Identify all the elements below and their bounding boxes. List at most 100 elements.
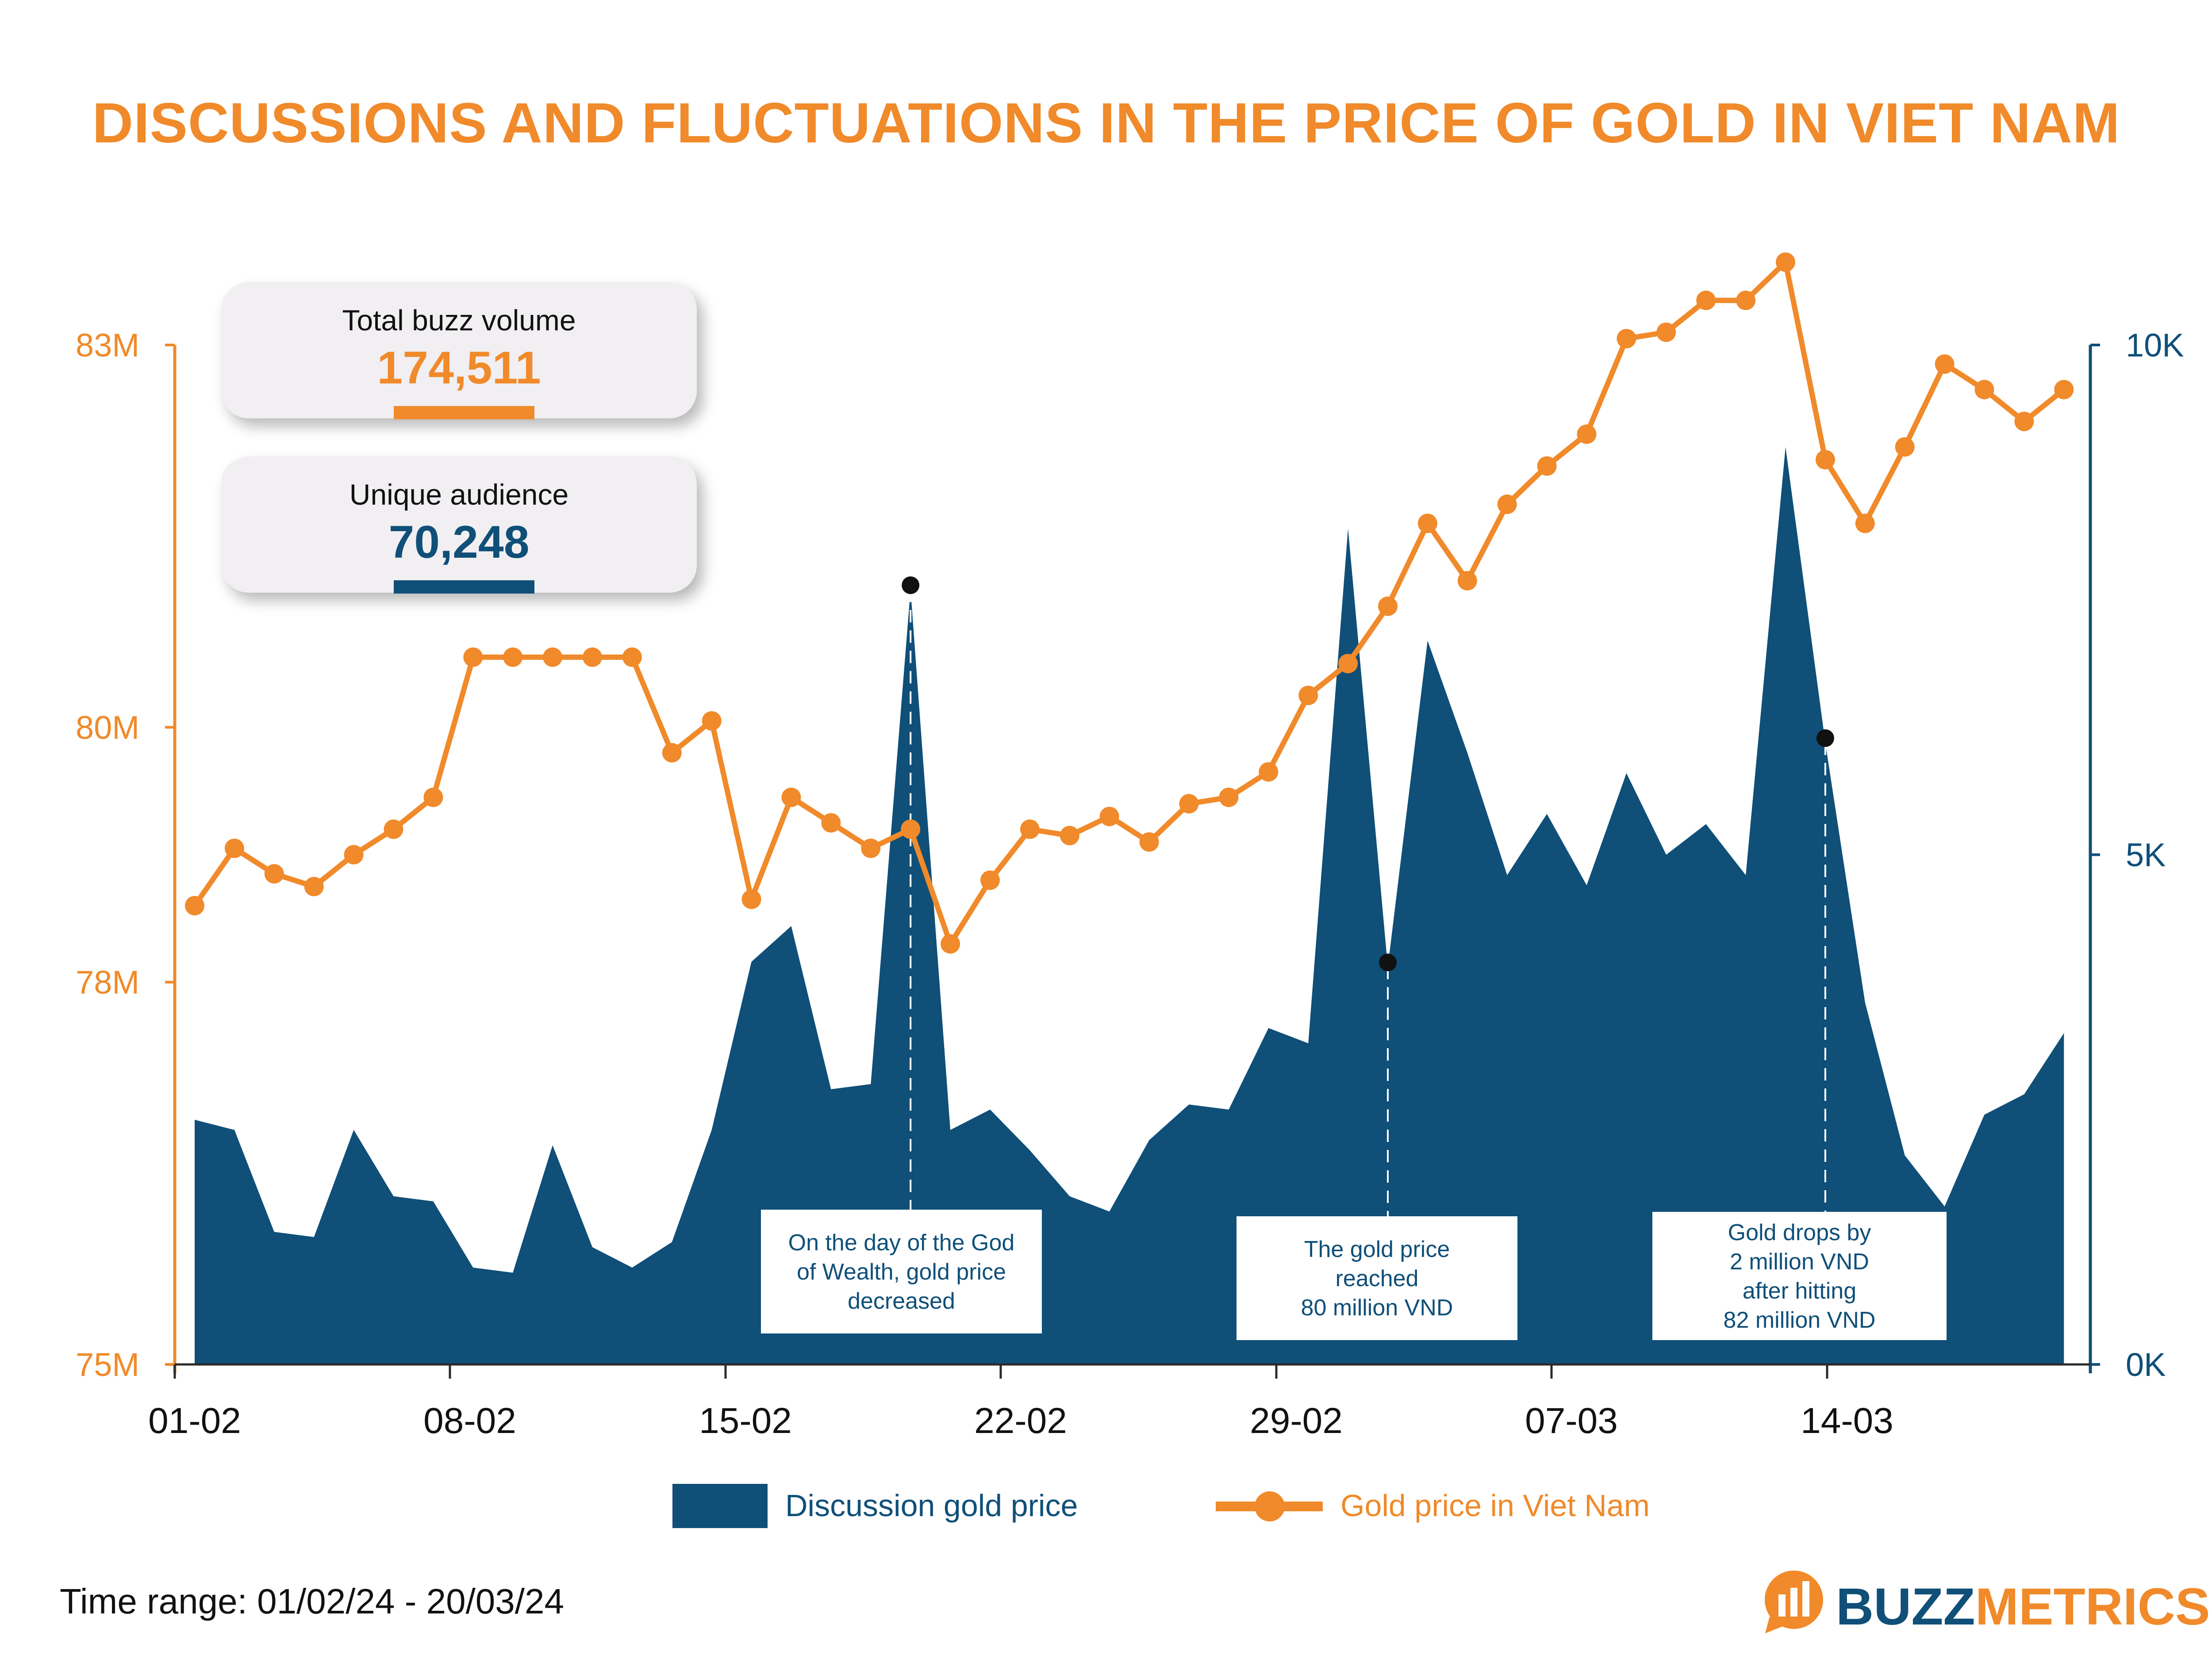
gold-price-point bbox=[1617, 329, 1636, 349]
gold-price-point bbox=[1219, 787, 1239, 807]
gold-price-point bbox=[1935, 354, 1955, 374]
left-axis-tick-label: 80M bbox=[76, 709, 139, 746]
gold-price-point bbox=[1696, 291, 1716, 310]
x-axis-tick-label: 08-02 bbox=[423, 1401, 516, 1441]
gold-price-point bbox=[1020, 819, 1040, 839]
gold-price-point bbox=[2014, 411, 2034, 431]
legend-swatch-area bbox=[672, 1484, 768, 1528]
gold-price-point bbox=[662, 743, 682, 762]
annotation-marker bbox=[1379, 954, 1397, 972]
gold-price-point bbox=[980, 870, 1000, 890]
legend-label-discussion: Discussion gold price bbox=[785, 1488, 1078, 1523]
annotation-text: On the day of the God bbox=[788, 1230, 1015, 1256]
chart-title: DISCUSSIONS AND FLUCTUATIONS IN THE PRIC… bbox=[92, 92, 2120, 155]
gold-price-point bbox=[1179, 794, 1199, 814]
annotation-text: after hitting bbox=[1743, 1278, 1856, 1304]
gold-price-point bbox=[185, 896, 204, 916]
x-axis-tick-label: 15-02 bbox=[699, 1401, 792, 1441]
gold-price-point bbox=[1259, 762, 1279, 782]
annotation-text: of Wealth, gold price bbox=[797, 1259, 1006, 1285]
annotation-text: Gold drops by bbox=[1728, 1220, 1871, 1245]
gold-price-point bbox=[702, 711, 722, 731]
unique-audience-card: Unique audience 70,248 bbox=[221, 456, 697, 594]
legend-item-price: Gold price in Viet Nam bbox=[1212, 1482, 1787, 1530]
left-axis-tick-label: 78M bbox=[76, 964, 139, 1001]
annotation-marker bbox=[1816, 729, 1834, 747]
x-axis-tick-label: 22-02 bbox=[974, 1401, 1067, 1441]
total-buzz-card: Total buzz volume 174,511 bbox=[221, 282, 697, 419]
gold-price-point bbox=[622, 647, 642, 667]
gold-price-point bbox=[821, 813, 841, 833]
total-buzz-underline bbox=[394, 406, 534, 419]
gold-price-point bbox=[304, 877, 324, 897]
x-axis-tick-label: 01-02 bbox=[148, 1401, 241, 1441]
gold-price-point bbox=[1815, 450, 1835, 470]
legend-item-discussion: Discussion gold price bbox=[672, 1482, 1203, 1530]
discussion-area-series bbox=[195, 447, 2064, 1364]
gold-price-point bbox=[2054, 379, 2074, 399]
gold-price-point bbox=[1577, 424, 1597, 444]
legend-label-price: Gold price in Viet Nam bbox=[1340, 1488, 1650, 1523]
right-axis-tick-label: 5K bbox=[2126, 837, 2166, 874]
gold-price-point bbox=[384, 819, 403, 839]
gold-price-point bbox=[224, 839, 244, 858]
gold-price-point bbox=[1497, 494, 1517, 514]
gold-price-point bbox=[1895, 437, 1915, 457]
gold-price-point bbox=[941, 934, 960, 954]
annotation-text: reached bbox=[1336, 1266, 1419, 1291]
gold-price-point bbox=[1736, 291, 1756, 310]
total-buzz-label: Total buzz volume bbox=[342, 304, 576, 337]
annotation-box bbox=[1652, 1212, 1947, 1340]
annotation-text: 2 million VND bbox=[1730, 1249, 1869, 1275]
annotation-box bbox=[761, 1210, 1042, 1333]
x-axis-tick-label: 29-02 bbox=[1250, 1401, 1343, 1441]
x-axis-tick-label: 07-03 bbox=[1525, 1401, 1618, 1441]
gold-price-point bbox=[543, 647, 563, 667]
unique-audience-label: Unique audience bbox=[349, 478, 569, 511]
logo-chat-icon bbox=[1765, 1571, 1823, 1633]
gold-price-point bbox=[1656, 322, 1676, 342]
gold-price-point bbox=[781, 787, 801, 807]
gold-price-point bbox=[583, 647, 602, 667]
gold-price-point bbox=[1298, 686, 1318, 705]
x-axis-tick-label: 14-03 bbox=[1801, 1401, 1893, 1441]
annotation-text: decreased bbox=[848, 1288, 955, 1314]
gold-price-point bbox=[1457, 571, 1477, 591]
gold-price-point bbox=[463, 647, 483, 667]
buzzmetrics-logo: BUZZMETRICS bbox=[1752, 1563, 2210, 1643]
left-axis-tick-label: 83M bbox=[76, 327, 139, 364]
gold-price-point bbox=[861, 839, 881, 858]
annotation-text: 82 million VND bbox=[1724, 1307, 1876, 1333]
logo-wordmark: BUZZMETRICS bbox=[1836, 1577, 2210, 1637]
total-buzz-value: 174,511 bbox=[377, 342, 541, 394]
gold-price-point bbox=[423, 787, 443, 807]
annotation-text: 80 million VND bbox=[1301, 1295, 1453, 1321]
right-axis-tick-label: 10K bbox=[2126, 327, 2184, 364]
gold-price-point bbox=[344, 845, 364, 865]
annotation-text: The gold price bbox=[1304, 1237, 1450, 1262]
time-range-footer: Time range: 01/02/24 - 20/03/24 bbox=[60, 1582, 564, 1621]
gold-price-point bbox=[1417, 513, 1437, 533]
gold-price-point bbox=[901, 819, 921, 839]
left-axis-tick-label: 75M bbox=[76, 1346, 139, 1383]
gold-price-point bbox=[1338, 654, 1358, 674]
gold-price-point bbox=[264, 864, 284, 884]
annotation-marker bbox=[902, 576, 920, 594]
gold-price-point bbox=[741, 889, 761, 909]
gold-price-point bbox=[1139, 832, 1159, 852]
gold-price-point bbox=[1060, 826, 1079, 846]
gold-price-point bbox=[1537, 456, 1557, 476]
logo-word-buzz: BUZZ bbox=[1836, 1578, 1975, 1636]
gold-price-point bbox=[1974, 379, 1994, 399]
gold-price-point bbox=[1776, 252, 1795, 272]
logo-word-metrics: METRICS bbox=[1975, 1578, 2210, 1636]
unique-audience-value: 70,248 bbox=[388, 517, 530, 568]
gold-price-point bbox=[503, 647, 523, 667]
gold-price-point bbox=[1855, 513, 1875, 533]
annotation-box bbox=[1237, 1216, 1517, 1340]
gold-price-point bbox=[1378, 596, 1398, 616]
right-axis-tick-label: 0K bbox=[2126, 1346, 2166, 1383]
gold-price-point bbox=[1099, 807, 1119, 827]
unique-audience-underline bbox=[394, 580, 534, 594]
